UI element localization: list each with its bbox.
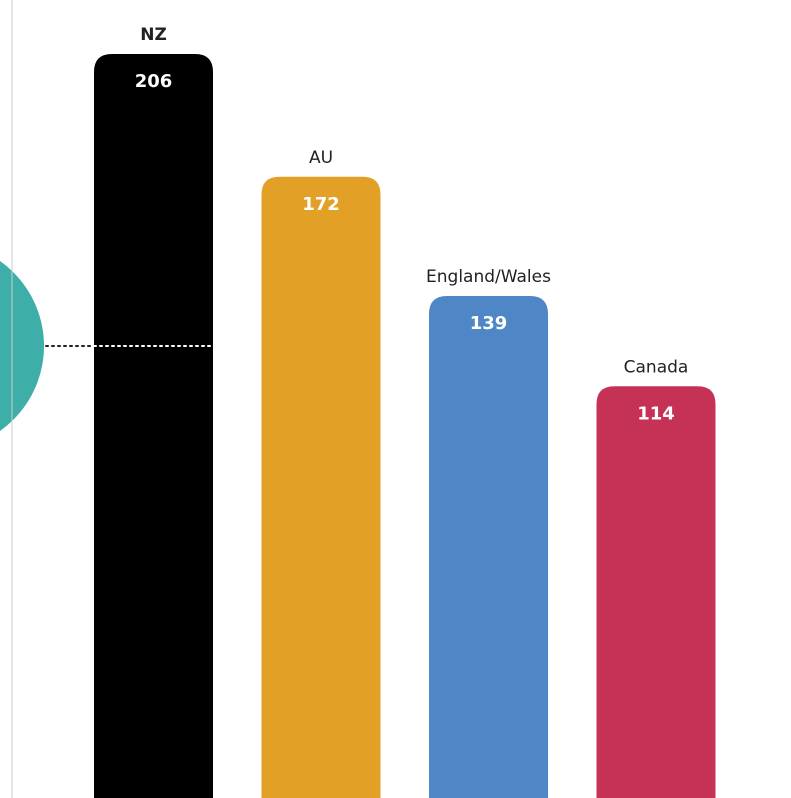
bar-england-wales	[429, 295, 548, 798]
side-circle	[0, 261, 44, 431]
value-label-au: 172	[302, 194, 340, 215]
category-label-nz: NZ	[140, 25, 167, 45]
value-label-nz: 206	[135, 71, 173, 92]
category-label-au: AU	[309, 148, 333, 168]
category-label-england-wales: England/Wales	[426, 267, 551, 287]
value-label-canada: 114	[637, 403, 675, 424]
value-label-england-wales: 139	[470, 313, 508, 334]
bar-au	[261, 176, 381, 798]
category-label-canada: Canada	[624, 357, 689, 377]
bar-canada	[596, 386, 716, 798]
bar-nz	[94, 54, 213, 798]
